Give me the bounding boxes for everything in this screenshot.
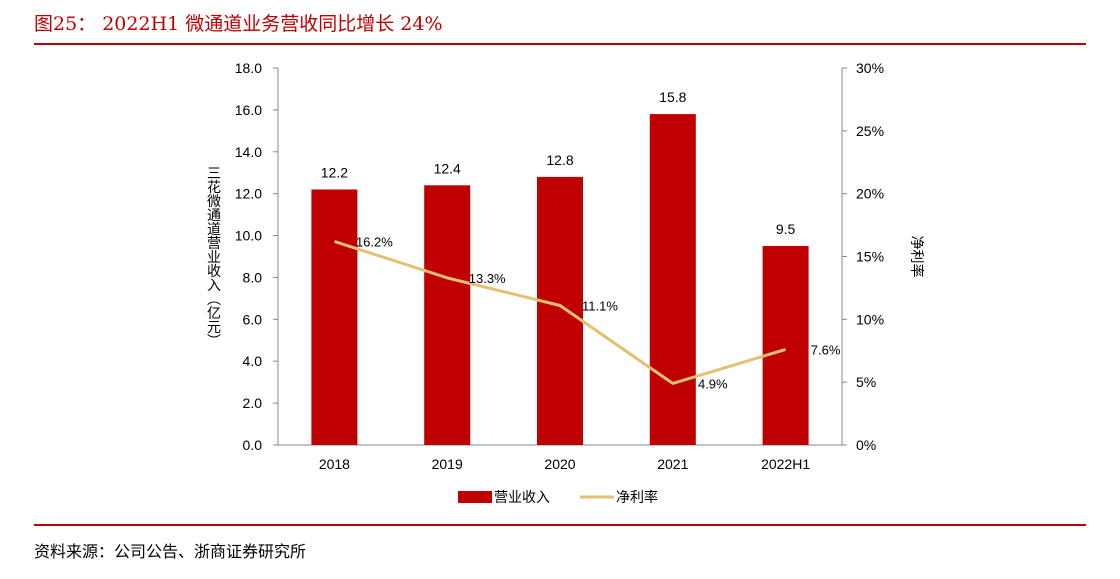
left-axis-tick-label: 2.0 — [243, 395, 263, 411]
x-axis-category-label: 2022H1 — [761, 456, 810, 472]
right-axis-title: 净利率 — [909, 236, 925, 278]
net-margin-line — [333, 239, 787, 385]
left-axis-tick-label: 4.0 — [243, 353, 263, 369]
x-axis-category-label: 2019 — [432, 456, 463, 472]
x-axis-category-label: 2018 — [319, 456, 350, 472]
top-divider — [34, 43, 1086, 45]
revenue-bar — [424, 185, 471, 446]
revenue-bar — [762, 246, 809, 445]
bottom-divider — [34, 524, 1086, 526]
x-axis-category-label: 2021 — [657, 456, 688, 472]
revenue-bar-label: 12.2 — [321, 164, 348, 180]
right-axis-tick-label: 10% — [856, 311, 884, 327]
left-axis-tick-label: 18.0 — [235, 60, 262, 76]
revenue-bar — [649, 114, 696, 446]
left-axis-tick-label: 14.0 — [235, 144, 262, 160]
net-margin-label: 7.6% — [811, 342, 841, 357]
source-note: 资料来源：公司公告、浙商证券研究所 — [34, 542, 307, 561]
revenue-bar — [537, 176, 583, 445]
left-axis-tick-label: 16.0 — [235, 102, 262, 118]
left-axis-tick-label: 10.0 — [235, 228, 262, 244]
left-axis-tick-label: 12.0 — [235, 186, 262, 202]
revenue-bar-label: 15.8 — [659, 89, 686, 105]
net-margin-label: 16.2% — [356, 234, 393, 249]
net-margin-label: 13.3% — [469, 271, 506, 286]
left-axis-tick-label: 0.0 — [243, 437, 263, 453]
legend-revenue-swatch — [458, 491, 492, 503]
revenue-bar-label: 9.5 — [776, 221, 796, 237]
net-margin-label: 4.9% — [698, 376, 728, 391]
net-margin-label: 11.1% — [582, 299, 618, 314]
revenue-bar — [311, 189, 358, 445]
right-axis-tick-label: 30% — [856, 60, 884, 76]
right-axis-tick-label: 25% — [856, 123, 884, 139]
right-axis-tick-label: 5% — [856, 374, 876, 390]
left-axis-tick-label: 8.0 — [243, 269, 263, 285]
legend-margin-label: 净利率 — [616, 489, 658, 505]
left-axis-title: 三花微通道营业收入（亿元） — [206, 166, 222, 348]
right-axis-tick-label: 15% — [856, 249, 884, 265]
revenue-bar-label: 12.4 — [434, 160, 461, 176]
figure-title: 图25： 2022H1 微通道业务营收同比增长 24% — [34, 13, 443, 35]
right-axis-tick-label: 0% — [856, 437, 876, 453]
revenue-bar-label: 12.8 — [546, 152, 573, 168]
left-axis-tick-label: 6.0 — [243, 311, 263, 327]
legend-revenue-label: 营业收入 — [494, 489, 550, 505]
right-axis-tick-label: 20% — [856, 186, 884, 202]
x-axis-category-label: 2020 — [544, 456, 575, 472]
